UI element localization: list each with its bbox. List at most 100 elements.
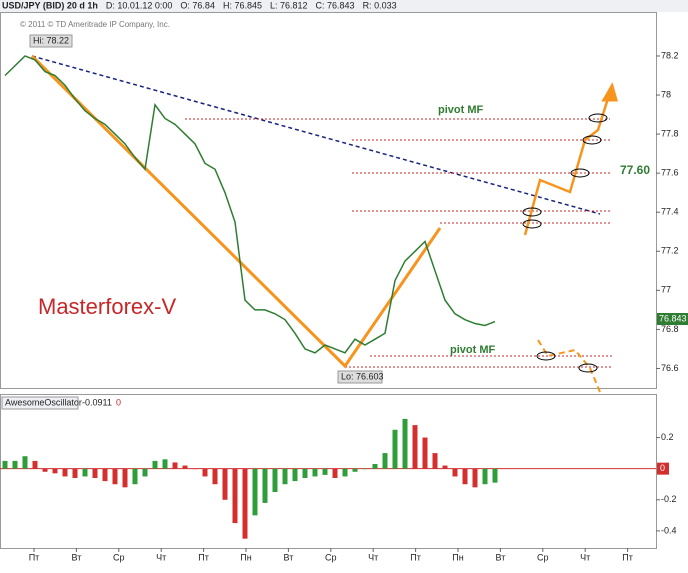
osc-bar [252,468,258,516]
osc-bar [182,465,188,469]
osc-bar [152,460,158,469]
x-tick-label: Ср [113,552,125,562]
header-item: O: 76.84 [180,0,215,10]
osc-bar [372,464,378,469]
header-item: USD/JPY (BID) 20 d 1h [2,0,98,10]
osc-bar [192,468,198,470]
pivot-label: pivot MF [438,104,483,116]
osc-bar [52,468,58,474]
x-tick-label: Ср [325,552,337,562]
osc-bar [452,468,458,477]
osc-bar [172,462,178,469]
x-tick-label: Вт [495,552,505,562]
osc-bar [32,460,38,469]
osc-zero: 0 [116,397,121,407]
osc-tick-label: 0.2 [661,432,674,442]
x-tick-label: Пт [29,552,40,562]
osc-name: AwesomeOscillator [5,397,82,407]
osc-bar [382,453,388,469]
pivot-label: pivot MF [450,344,495,356]
header-item: C: 76.843 [316,0,355,10]
osc-bar [122,468,128,488]
zero-box [657,462,669,475]
y-tick-label: 76.6 [661,363,679,373]
osc-bar [422,437,428,469]
level-label: 77.60 [620,163,650,177]
y-tick-label: 78.2 [661,50,679,60]
last-price: 76.843 [659,313,687,323]
x-tick-label: Чт [368,552,378,562]
osc-bar [322,468,328,475]
pivot-marks [522,113,608,373]
osc-bar [352,468,358,472]
osc-bar [312,468,318,477]
osc-bar [132,468,138,485]
y-tick-label: 77.8 [661,128,679,138]
osc-bar [272,468,278,492]
high-label: Hi: 78.22 [33,35,69,45]
osc-bar [292,468,298,482]
y-tick-label: 76.8 [661,324,679,334]
header-item: R: 0.033 [363,0,397,10]
x-tick-label: Пн [240,552,251,562]
osc-bar [412,425,418,469]
osc-bar [72,468,78,478]
x-tick-label: Чт [156,552,166,562]
osc-bar [472,468,478,488]
x-tick-label: Чт [580,552,590,562]
osc-name-box [1,396,79,410]
zero-label: 0 [660,463,665,473]
osc-bar [142,468,148,477]
high-box [29,34,73,48]
price-line [4,55,496,354]
osc-bar [302,468,308,478]
osc-value: -0.0911 [82,397,112,407]
osc-bar [282,468,288,485]
osc-bar [42,468,48,472]
osc-bar [432,453,438,469]
osc-bar [2,460,8,469]
osc-bar [212,468,218,485]
osc-bar [402,418,408,469]
pivot-lines [185,118,612,368]
osc-bar [462,468,468,485]
osc-bar [392,429,398,469]
osc-bar [22,456,28,469]
osc-bar [112,468,118,485]
osc-bar [362,468,368,470]
osc-tick-label: -0.2 [661,494,677,504]
x-tick-label: Пт [410,552,421,562]
x-tick-label: Пт [198,552,209,562]
subtitle: © 2011 © TD Ameritrade IP Company, Inc. [20,20,170,29]
osc-bar [222,468,228,500]
osc-tick-label: -0.4 [661,525,677,535]
header-item: L: 76.812 [270,0,308,10]
osc-bar [442,465,448,469]
osc-frame [0,394,657,549]
osc-bar [12,460,18,469]
osc-bar [262,468,268,503]
header-item: D: 10.01.12 0:00 [106,0,173,10]
last-price-box [657,313,688,325]
osc-bar [332,468,338,478]
osc-bar [62,468,68,477]
low-box [337,370,383,384]
header-bar [0,0,688,12]
osc-bar [82,468,88,477]
osc-bar [342,468,348,477]
x-tick-label: Пт [622,552,633,562]
brand-label: Masterforex-V [38,294,176,319]
header-item: H: 76.845 [223,0,262,10]
y-tick-label: 77 [661,285,671,295]
osc-bar [242,468,248,539]
trend-line [31,55,601,215]
osc-bar [102,468,108,482]
low-label: Lo: 76.603 [341,371,384,381]
x-tick-label: Вт [71,552,81,562]
osc-bar [482,468,488,485]
osc-bar [202,468,208,477]
y-tick-label: 77.2 [661,246,679,256]
y-tick-label: 78 [661,89,671,99]
